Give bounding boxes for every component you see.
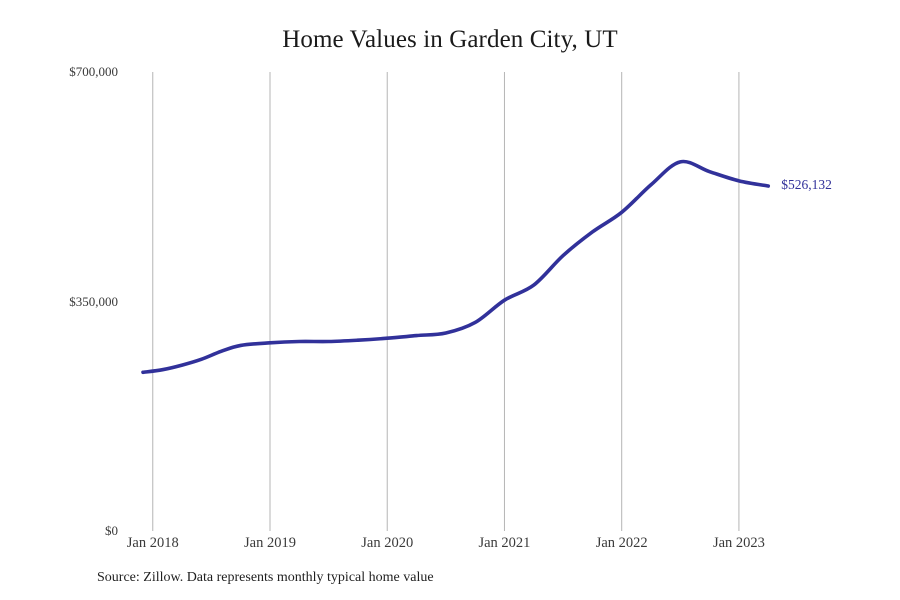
y-tick-label-350000: $350,000 — [69, 293, 118, 309]
series-lines — [141, 159, 771, 375]
x-tick-label-jan-2021: Jan 2021 — [478, 535, 531, 551]
x-tick-label-jan-2022: Jan 2022 — [595, 535, 648, 551]
series-line-0 — [141, 159, 771, 375]
chart-title: Home Values in Garden City, UT — [282, 26, 618, 53]
y-tick-label-700000: $700,000 — [69, 64, 118, 79]
end-value-annotation: $526,132 — [781, 177, 832, 192]
source-note: Source: Zillow. Data represents monthly … — [97, 570, 434, 585]
x-tick-label-jan-2019: Jan 2019 — [244, 535, 296, 551]
y-tick-label-0: $0 — [105, 523, 118, 538]
x-tick-label-jan-2018: Jan 2018 — [126, 535, 179, 551]
x-tick-label-jan-2023: Jan 2023 — [712, 535, 765, 551]
gridlines — [152, 72, 740, 531]
x-tick-label-jan-2020: Jan 2020 — [361, 535, 414, 551]
